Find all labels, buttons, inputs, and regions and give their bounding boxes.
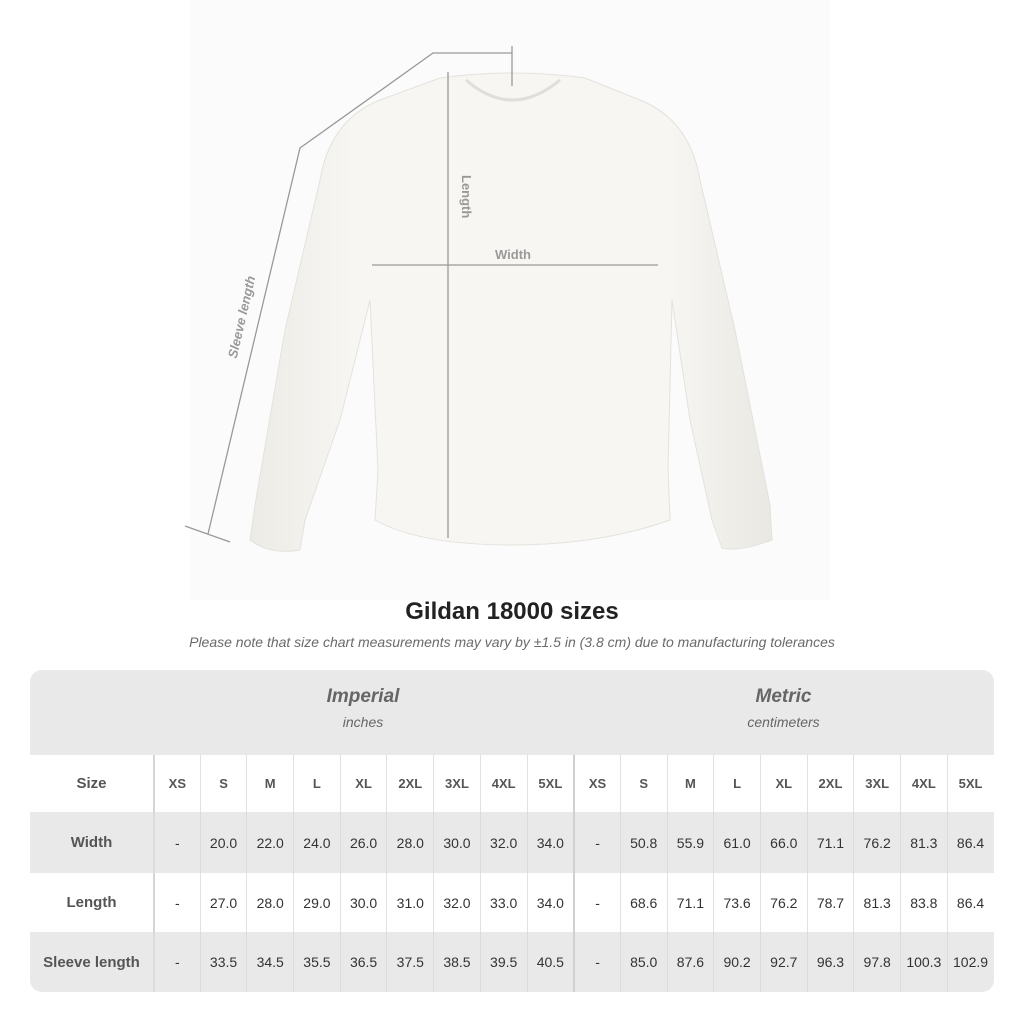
row-label: Sleeve length <box>43 953 140 971</box>
table-cell: 90.2 <box>713 932 760 992</box>
table-cell: 36.5 <box>339 932 387 992</box>
table-cell: 37.5 <box>386 932 433 992</box>
size-header: 4XL <box>479 755 527 812</box>
table-cell: 71.1 <box>666 873 714 932</box>
size-header: 3XL <box>433 755 480 812</box>
imperial-unit: inches <box>342 714 384 730</box>
size-row: Size XS S M L XL 2XL 3XL 4XL 5XL XS S M L XL 2XL 3XL 4XL 5… <box>30 755 994 812</box>
table-cell: 30.0 <box>433 812 480 873</box>
table-cell: 71.1 <box>806 812 854 873</box>
table-cell: 33.5 <box>199 932 247 992</box>
table-cell: - <box>153 932 200 992</box>
table-cell: 100.3 <box>900 932 947 992</box>
size-header: L <box>293 755 340 812</box>
table-cell: 33.0 <box>479 873 527 932</box>
table-cell: 102.9 <box>946 932 994 992</box>
table-cell: - <box>573 873 620 932</box>
size-header: XS <box>573 755 620 812</box>
size-header: 2XL <box>806 755 854 812</box>
table-row: Length -27.0 28.0 29.0 30.0 31.0 32.0 33.0 34.0-… <box>30 873 994 932</box>
size-label: Size <box>76 775 107 792</box>
size-header: XL <box>759 755 807 812</box>
table-cell: 66.0 <box>759 812 807 873</box>
table-cell: 76.2 <box>759 873 807 932</box>
table-cell: 32.0 <box>433 873 480 932</box>
size-table: Imperial inches Metric centimeters Size X… <box>30 670 994 992</box>
table-cell: 34.5 <box>246 932 293 992</box>
size-header: M <box>666 755 714 812</box>
table-cell: 68.6 <box>619 873 667 932</box>
size-header: XL <box>339 755 387 812</box>
metric-heading: Metric <box>755 686 812 707</box>
sweatshirt-image <box>249 72 773 552</box>
table-cell: 97.8 <box>853 932 900 992</box>
imperial-header: Imperial inches <box>153 686 573 730</box>
table-cell: - <box>573 812 620 873</box>
table-cell: 29.0 <box>293 873 340 932</box>
table-cell: 83.8 <box>900 873 947 932</box>
table-cell: 26.0 <box>339 812 387 873</box>
tolerance-note: Please note that size chart measurements… <box>189 634 835 650</box>
table-cell: 85.0 <box>619 932 667 992</box>
table-cell: 31.0 <box>386 873 433 932</box>
table-cell: 61.0 <box>713 812 760 873</box>
sleeve-line <box>207 52 512 535</box>
table-cell: 50.8 <box>619 812 667 873</box>
table-cell: - <box>153 812 200 873</box>
table-cell: 86.4 <box>946 873 994 932</box>
table-cell: 24.0 <box>293 812 340 873</box>
size-header: 4XL <box>900 755 947 812</box>
metric-unit: centimeters <box>747 714 820 730</box>
table-cell: - <box>573 932 620 992</box>
table-cell: 28.0 <box>386 812 433 873</box>
table-cell: - <box>153 873 200 932</box>
imperial-heading: Imperial <box>326 686 400 707</box>
table-row: Sleeve length -33.5 34.5 35.5 36.5 37.5 38.5 39… <box>30 932 994 992</box>
table-cell: 30.0 <box>339 873 387 932</box>
table-cell: 28.0 <box>246 873 293 932</box>
table-cell: 32.0 <box>479 812 527 873</box>
table-cell: 81.3 <box>900 812 947 873</box>
size-header: 5XL <box>946 755 994 812</box>
metric-header: Metric centimeters <box>573 686 994 730</box>
table-cell: 27.0 <box>199 873 247 932</box>
table-cell: 35.5 <box>293 932 340 992</box>
width-label: Width <box>495 247 531 262</box>
row-label: Length <box>66 894 117 911</box>
table-cell: 76.2 <box>853 812 900 873</box>
table-cell: 38.5 <box>433 932 480 992</box>
table-cell: 34.0 <box>526 812 574 873</box>
table-cell: 34.0 <box>526 873 574 932</box>
row-label: Width <box>70 834 113 851</box>
sweatshirt-diagram: Length Width Sleeve length <box>184 46 773 552</box>
table-cell: 22.0 <box>246 812 293 873</box>
size-header: S <box>619 755 667 812</box>
table-row: Width -20.0 22.0 24.0 26.0 28.0 30.0 32.0 34.0-5… <box>30 812 994 873</box>
table-cell: 86.4 <box>946 812 994 873</box>
table-cell: 96.3 <box>806 932 854 992</box>
size-header: 2XL <box>386 755 433 812</box>
size-header: 5XL <box>526 755 574 812</box>
size-header: M <box>246 755 293 812</box>
length-label: Length <box>459 175 474 218</box>
table-cell: 81.3 <box>853 873 900 932</box>
table-cell: 40.5 <box>526 932 574 992</box>
table-cell: 73.6 <box>713 873 760 932</box>
table-cell: 87.6 <box>666 932 714 992</box>
table-cell: 39.5 <box>479 932 527 992</box>
table-cell: 20.0 <box>199 812 247 873</box>
size-header: S <box>199 755 247 812</box>
table-cell: 55.9 <box>666 812 714 873</box>
table-cell: 78.7 <box>806 873 854 932</box>
table-cell: 92.7 <box>759 932 807 992</box>
size-header: 3XL <box>853 755 900 812</box>
page-title: Gildan 18000 sizes <box>405 598 619 625</box>
size-header: L <box>713 755 760 812</box>
size-header: XS <box>153 755 200 812</box>
